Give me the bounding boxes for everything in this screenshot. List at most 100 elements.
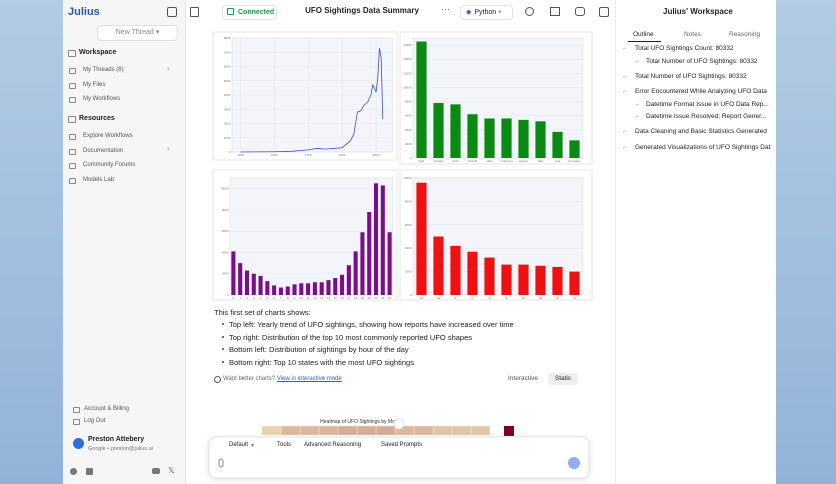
outline-item[interactable]: Total UFO Sightings Count: 80332 [635, 45, 734, 52]
item-icon [69, 134, 76, 140]
y-tick-label: 6000 [224, 65, 231, 69]
connection-status[interactable]: Connected [222, 5, 277, 20]
chat-icon[interactable] [575, 7, 585, 16]
heatmap-cell [375, 425, 396, 436]
heatmap-title: Heatmap of UFO Sightings by Month [320, 419, 402, 425]
bar [340, 274, 345, 295]
bar [244, 270, 250, 295]
x-tick-label: oh [556, 296, 560, 300]
avatar [73, 438, 84, 449]
item-icon [69, 68, 76, 74]
x-tick-label: other [486, 159, 493, 163]
more-menu[interactable]: ··· [441, 4, 450, 14]
input-button[interactable]: Tools [277, 442, 292, 448]
outline-subitem[interactable]: Datetime Format Issue in UFO Data Rep... [646, 101, 769, 108]
y-tick-label: 4000 [224, 93, 231, 97]
y-tick-label: 14000 [403, 57, 412, 61]
x-tick-label: 2010 [373, 153, 380, 157]
x-icon[interactable]: 𝕏 [168, 466, 175, 475]
panel-title: Julius' Workspace [663, 7, 733, 16]
bar [535, 265, 546, 295]
x-tick-label: sphere [519, 159, 529, 163]
outline-item[interactable]: Data Cleaning and Basic Statistics Gener… [635, 128, 767, 135]
x-tick-label: circle [452, 159, 459, 163]
panel-toggle[interactable] [599, 7, 609, 17]
chevron: › [167, 146, 170, 153]
tab-underline [628, 41, 661, 42]
outline-subitem[interactable]: Total Number of UFO Sightings: 80332 [646, 58, 758, 65]
tab[interactable]: Notes [684, 31, 701, 38]
bar [501, 264, 512, 295]
bar [333, 277, 338, 295]
x-tick-label: ny [488, 296, 492, 300]
bar [569, 271, 580, 295]
language-selector[interactable]: ◆ Python ▾ [460, 5, 513, 20]
y-tick-label: 2000 [405, 270, 412, 274]
colorbar [504, 426, 514, 436]
x-tick-label: tx [471, 296, 474, 300]
copy-icon[interactable] [190, 7, 199, 17]
x-tick-label: 9 [294, 296, 296, 300]
input-button[interactable]: Advanced Reasoning [304, 442, 362, 448]
x-tick-label: 0 [233, 296, 235, 300]
y-tick-label: 2000 [224, 122, 231, 126]
bar [312, 282, 317, 295]
mode-chevron: ▾ [251, 443, 255, 449]
account-item[interactable]: Account & Billing [84, 406, 130, 412]
bar [535, 121, 546, 158]
x-tick-label: fl [455, 296, 457, 300]
toggle-option[interactable]: Static [548, 373, 578, 385]
user-email: Google • preston@julius.ai [88, 446, 153, 452]
nav-item[interactable]: Models Lab [83, 177, 115, 184]
attach-icon[interactable] [218, 458, 224, 468]
y-tick-label: 8000 [405, 100, 412, 104]
x-tick-label: mi [573, 296, 576, 300]
bar [467, 251, 478, 295]
input-button[interactable]: Saved Prompts [381, 442, 423, 448]
nav-item[interactable]: My Files [83, 81, 106, 88]
x-tick-label: fireball [468, 159, 477, 163]
tab[interactable]: Reasoning [729, 31, 761, 38]
sidebar-toggle[interactable] [167, 7, 177, 17]
nav-item[interactable]: My Threads (8) [83, 67, 124, 73]
interactive-link[interactable]: View in interactive mode [276, 376, 342, 382]
x-tick-label: 6 [273, 296, 275, 300]
outline-item[interactable]: Generated Visualizations of UFO Sighting… [635, 144, 771, 151]
y-tick-label: 4000 [405, 246, 412, 250]
x-tick-label: wa [437, 296, 441, 300]
send-button[interactable] [568, 457, 580, 469]
y-tick-label: 16000 [403, 43, 412, 47]
nav-item[interactable]: Explore Workflows [83, 133, 133, 139]
outline-item[interactable]: Total Number of UFO Sightings: 80332 [635, 73, 747, 80]
y-tick-label: 7000 [224, 50, 231, 54]
outline-marker: ⌐ [636, 59, 640, 65]
android-icon[interactable] [86, 468, 93, 475]
tab[interactable]: Outline [633, 31, 654, 38]
apple-icon[interactable] [70, 468, 77, 475]
nav-item[interactable]: Documentation [83, 147, 124, 154]
y-tick-label: 10000 [403, 85, 412, 89]
bar [433, 236, 444, 295]
nav-item[interactable]: Community Forums [83, 162, 136, 169]
new-thread-label: New Thread [115, 29, 154, 36]
outline-item[interactable]: Error Encountered While Analyzing UFO Da… [635, 88, 767, 95]
discord-icon[interactable] [152, 468, 160, 474]
outline-marker: ⌐ [623, 89, 627, 95]
y-tick-label: 5000 [224, 79, 231, 83]
y-tick-label: 0 [229, 150, 231, 154]
new-thread-button[interactable]: New Thread ▾ [97, 25, 178, 41]
bar [326, 280, 331, 295]
nav-item[interactable]: My Workflows [83, 96, 121, 102]
account-item[interactable]: Log Out [84, 418, 106, 424]
toggle-option[interactable]: Interactive [508, 375, 538, 382]
mode-selector[interactable]: Default [229, 442, 249, 448]
x-tick-label: 8 [287, 296, 289, 300]
announce-icon[interactable] [550, 7, 560, 16]
y-tick-label: 8000 [222, 208, 229, 212]
outline-subitem[interactable]: Datetime Issue Resolved; Report Gener... [646, 113, 767, 120]
input-box[interactable] [208, 436, 590, 479]
x-tick-label: 19 [361, 296, 365, 300]
scroll-down[interactable] [393, 418, 405, 430]
settings-icon[interactable] [525, 7, 534, 16]
y-tick-label: 0 [410, 293, 412, 297]
